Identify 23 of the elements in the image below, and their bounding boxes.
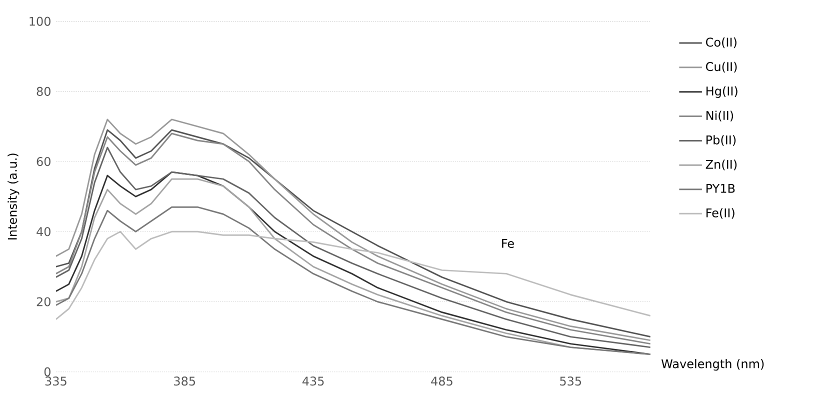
- y-tick-label: 80: [36, 87, 50, 96]
- y-tick-label: 40: [36, 227, 50, 236]
- y-tick-label: 20: [36, 297, 50, 307]
- legend-label: Co(II): [706, 38, 736, 48]
- legend-label: Ni(II): [706, 110, 734, 122]
- legend-label: Pb(II): [706, 135, 736, 146]
- legend-label: Cu(II): [706, 62, 737, 73]
- legend-label: Zn(II): [706, 160, 737, 171]
- annotation: Fe: [502, 239, 514, 248]
- legend-label: Hg(II): [706, 86, 738, 98]
- y-axis-title: Intensity (a.u.): [8, 154, 20, 240]
- legend-label: PY1B: [706, 184, 735, 194]
- x-axis-title: Wavelength (nm): [661, 359, 764, 371]
- y-tick-label: 0: [44, 368, 50, 377]
- x-tick-label: 335: [45, 376, 66, 386]
- y-tick-label: 100: [30, 17, 50, 26]
- x-tick-label: 435: [302, 376, 324, 386]
- x-tick-label: 535: [560, 376, 582, 386]
- x-tick-label: 385: [174, 376, 196, 386]
- y-tick-label: 60: [36, 157, 50, 166]
- x-tick-label: 485: [431, 376, 452, 386]
- line-series: [56, 206, 650, 356]
- legend-label: Fe(II): [706, 208, 734, 220]
